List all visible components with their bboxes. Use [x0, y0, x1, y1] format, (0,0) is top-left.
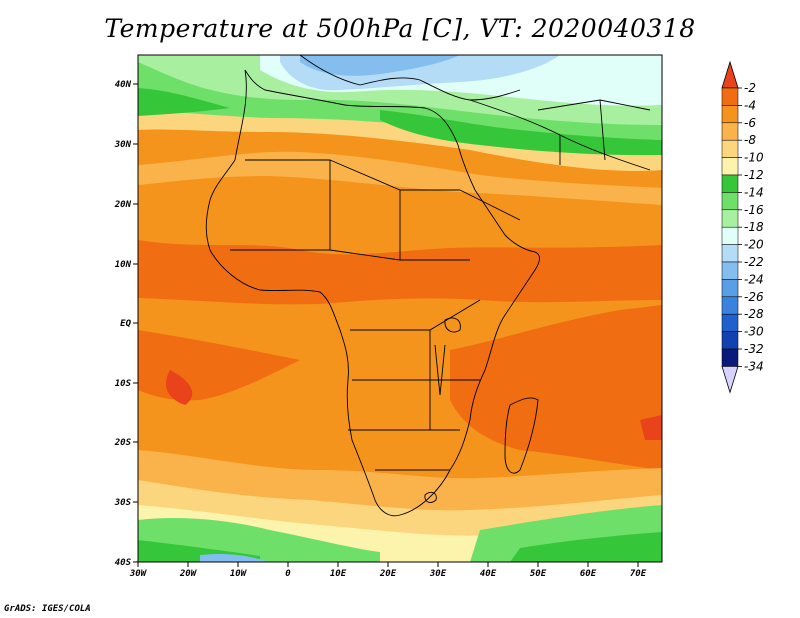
lon-tick-label: 0: [285, 569, 291, 579]
colorbar-swatch: [721, 313, 739, 332]
longitude-labels: 30W 20W 10W 0 10E 20E 30E 40E 50E 60E 70…: [129, 569, 647, 579]
colorbar-swatch: [721, 105, 739, 124]
colorbar-swatch: [721, 139, 739, 158]
colorbar-swatch: [721, 174, 739, 193]
lat-tick-label: 20N: [114, 200, 132, 210]
colorbar-swatch: [721, 122, 739, 141]
lat-tick-label: 40N: [115, 80, 132, 90]
colorbar-label: -18: [744, 220, 764, 234]
coastlines: [205, 55, 651, 517]
lon-tick-label: 60E: [580, 569, 597, 579]
colorbar-swatch: [721, 296, 739, 315]
colorbar-label: -22: [744, 255, 764, 269]
colorbar-label: -30: [744, 325, 764, 339]
colorbar-label: -6: [744, 116, 756, 130]
colorbar-swatch: [721, 279, 739, 298]
colorbar-label: -10: [744, 151, 764, 165]
lat-tick-label: 30S: [114, 498, 132, 508]
colorbar-swatch: [721, 226, 739, 245]
lon-tick-label: 40E: [480, 569, 497, 579]
lat-tick-label: 20S: [114, 438, 132, 448]
latitude-axis: [133, 83, 138, 563]
colorbar-swatch: [721, 87, 739, 106]
colorbar-swatch: [721, 348, 739, 367]
lat-tick-label: 30N: [114, 140, 132, 150]
colorbar-label: -34: [744, 359, 764, 373]
lon-tick-label: 20E: [379, 569, 397, 579]
latitude-labels: 40N 30N 20N 10N EQ 10S 20S 30S 40S: [114, 80, 132, 568]
colorbar-label: -12: [744, 168, 764, 182]
colorbar-label: -24: [744, 272, 764, 286]
footer-credit: GrADS: IGES/COLA: [4, 604, 91, 614]
colorbar-swatch: [721, 261, 739, 280]
colorbar-label: -20: [744, 238, 764, 252]
lat-tick-label: 40S: [115, 558, 132, 568]
map-title: Temperature at 500hPa [C], VT: 202004031…: [104, 14, 696, 43]
map-frame: [137, 54, 663, 563]
lon-tick-label: 30W: [129, 569, 148, 579]
lat-tick-label: 10N: [115, 260, 132, 270]
lon-tick-label: 10E: [330, 569, 347, 579]
longitude-axis: [137, 562, 639, 567]
colorbar-label: -32: [744, 342, 764, 356]
lon-tick-label: 70E: [630, 569, 647, 579]
colorbar-swatch: [721, 244, 739, 263]
colorbar-label: -8: [744, 133, 756, 147]
temperature-field: [138, 55, 662, 562]
colorbar-swatch: [721, 209, 739, 228]
lat-tick-label: EQ: [120, 319, 131, 329]
lon-tick-label: 30E: [429, 569, 447, 579]
colorbar-swatch: [721, 192, 739, 211]
lon-tick-label: 50E: [530, 569, 547, 579]
lat-tick-label: 10S: [115, 379, 132, 389]
colorbar-swatch: [721, 157, 739, 176]
colorbar-label: -14: [744, 185, 764, 199]
colorbar-label: -26: [744, 290, 764, 304]
colorbar-swatch: [721, 331, 739, 350]
colorbar-label: -28: [744, 307, 764, 321]
colorbar-label: -2: [744, 81, 756, 95]
colorbar-label: -16: [744, 203, 764, 217]
lon-tick-label: 20W: [179, 569, 198, 579]
lon-tick-label: 10W: [230, 569, 248, 579]
colorbar-label: -4: [744, 98, 756, 112]
colorbar: -2 -4 -6 -8 -10 -12 -14 -16 -18 -20 -22 -24 -26 -28 -3…: [721, 60, 764, 394]
colorbar-arrow-top: [721, 60, 739, 89]
colorbar-arrow-bottom: [721, 365, 739, 394]
